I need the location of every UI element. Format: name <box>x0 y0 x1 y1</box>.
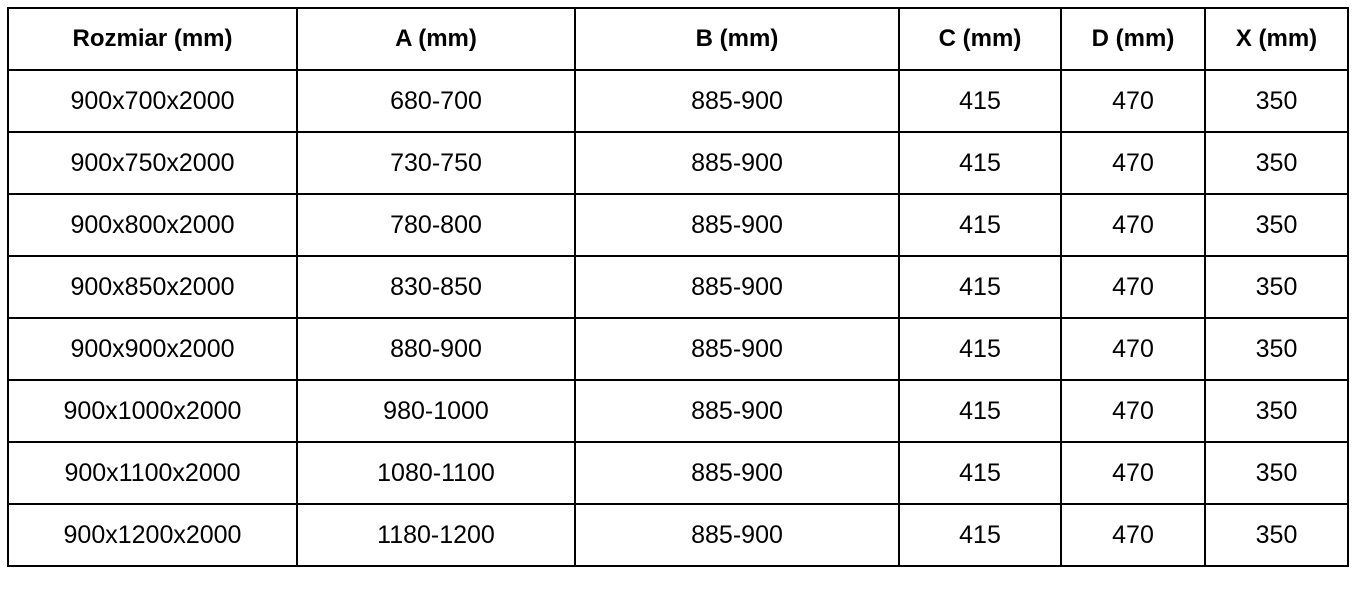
cell-a: 780-800 <box>296 193 576 257</box>
cell-a: 880-900 <box>296 317 576 381</box>
header-row: Rozmiar (mm) A (mm) B (mm) C (mm) D (mm) X (m… <box>7 7 1349 71</box>
cell-x: 350 <box>1204 317 1349 381</box>
cell-b: 885-900 <box>574 317 900 381</box>
cell-c: 415 <box>898 255 1062 319</box>
cell-size: 900x700x2000 <box>7 69 298 133</box>
cell-b: 885-900 <box>574 193 900 257</box>
cell-a: 1180-1200 <box>296 503 576 567</box>
cell-x: 350 <box>1204 379 1349 443</box>
column-header-c: C (mm) <box>898 7 1062 71</box>
cell-c: 415 <box>898 379 1062 443</box>
cell-d: 470 <box>1060 317 1206 381</box>
cell-size: 900x850x2000 <box>7 255 298 319</box>
cell-size: 900x1000x2000 <box>7 379 298 443</box>
cell-d: 470 <box>1060 441 1206 505</box>
cell-x: 350 <box>1204 503 1349 567</box>
cell-d: 470 <box>1060 69 1206 133</box>
cell-x: 350 <box>1204 441 1349 505</box>
dimensions-table: Rozmiar (mm) A (mm) B (mm) C (mm) D (mm) X (m… <box>7 7 1349 567</box>
column-header-d: D (mm) <box>1060 7 1206 71</box>
cell-size: 900x1200x2000 <box>7 503 298 567</box>
table-row: 900x800x2000 780-800 885-900 415 470 350 <box>7 193 1349 257</box>
column-header-size: Rozmiar (mm) <box>7 7 298 71</box>
cell-c: 415 <box>898 193 1062 257</box>
cell-a: 830-850 <box>296 255 576 319</box>
cell-size: 900x1100x2000 <box>7 441 298 505</box>
cell-b: 885-900 <box>574 131 900 195</box>
cell-x: 350 <box>1204 193 1349 257</box>
cell-x: 350 <box>1204 69 1349 133</box>
cell-x: 350 <box>1204 131 1349 195</box>
cell-x: 350 <box>1204 255 1349 319</box>
column-header-a: A (mm) <box>296 7 576 71</box>
table-row: 900x1200x2000 1180-1200 885-900 415 470 350 <box>7 503 1349 567</box>
cell-c: 415 <box>898 69 1062 133</box>
table-row: 900x1000x2000 980-1000 885-900 415 470 350 <box>7 379 1349 443</box>
cell-c: 415 <box>898 131 1062 195</box>
cell-c: 415 <box>898 317 1062 381</box>
cell-d: 470 <box>1060 503 1206 567</box>
cell-size: 900x800x2000 <box>7 193 298 257</box>
cell-b: 885-900 <box>574 255 900 319</box>
cell-a: 1080-1100 <box>296 441 576 505</box>
cell-d: 470 <box>1060 255 1206 319</box>
cell-b: 885-900 <box>574 441 900 505</box>
cell-a: 980-1000 <box>296 379 576 443</box>
cell-b: 885-900 <box>574 379 900 443</box>
cell-d: 470 <box>1060 379 1206 443</box>
cell-b: 885-900 <box>574 69 900 133</box>
table-row: 900x750x2000 730-750 885-900 415 470 350 <box>7 131 1349 195</box>
cell-b: 885-900 <box>574 503 900 567</box>
cell-a: 680-700 <box>296 69 576 133</box>
cell-d: 470 <box>1060 193 1206 257</box>
cell-d: 470 <box>1060 131 1206 195</box>
cell-c: 415 <box>898 503 1062 567</box>
table-row: 900x850x2000 830-850 885-900 415 470 350 <box>7 255 1349 319</box>
table-row: 900x700x2000 680-700 885-900 415 470 350 <box>7 69 1349 133</box>
column-header-x: X (mm) <box>1204 7 1349 71</box>
cell-size: 900x900x2000 <box>7 317 298 381</box>
cell-a: 730-750 <box>296 131 576 195</box>
column-header-b: B (mm) <box>574 7 900 71</box>
table-row: 900x1100x2000 1080-1100 885-900 415 470 350 <box>7 441 1349 505</box>
cell-size: 900x750x2000 <box>7 131 298 195</box>
cell-c: 415 <box>898 441 1062 505</box>
table-row: 900x900x2000 880-900 885-900 415 470 350 <box>7 317 1349 381</box>
